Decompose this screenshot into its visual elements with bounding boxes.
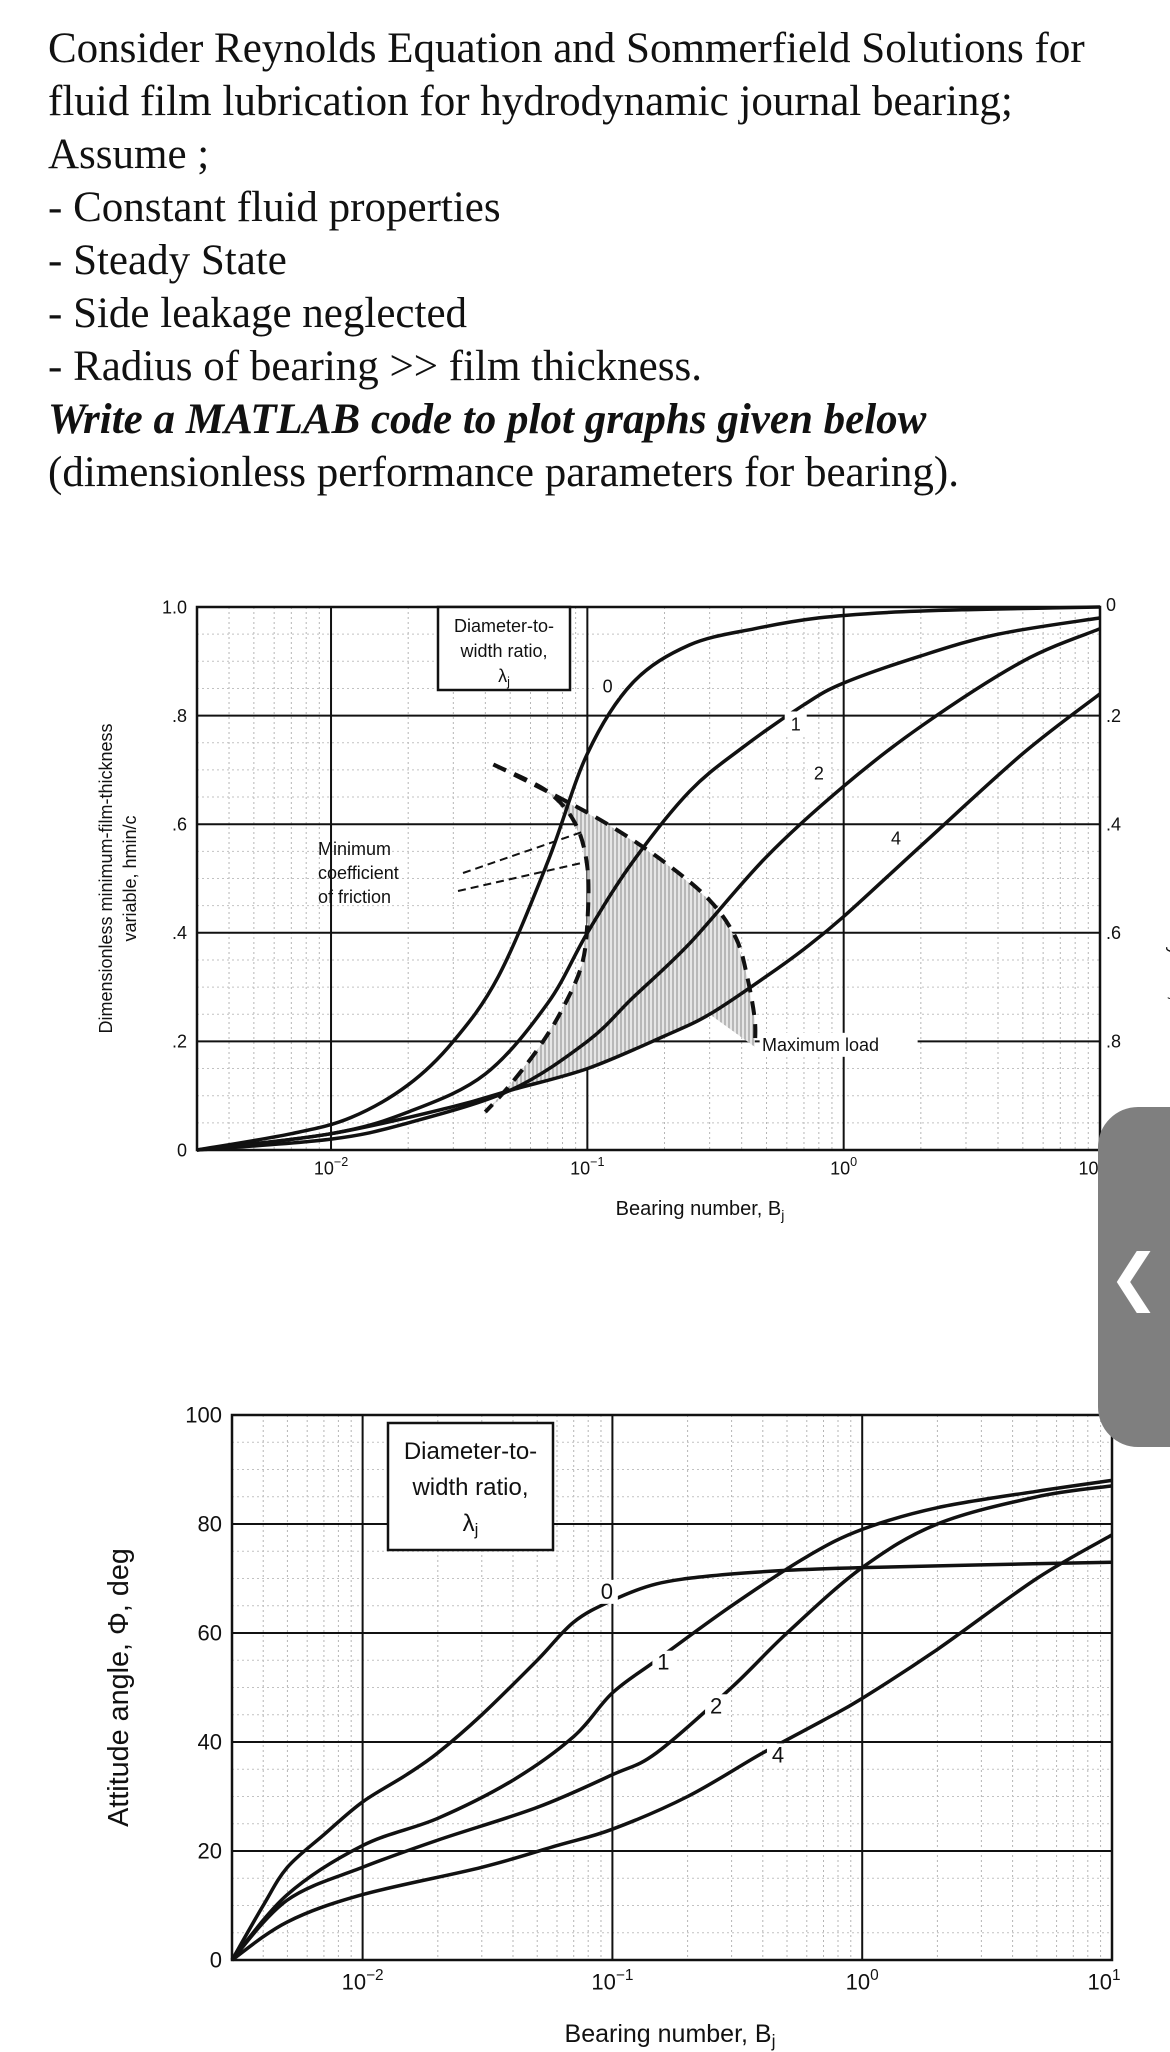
x-tick-label: 101 (1087, 1967, 1120, 1995)
series-label-bg (807, 760, 830, 785)
y-tick-label: .8 (172, 706, 187, 726)
prompt-line: - Side leakage neglected (48, 290, 468, 337)
y-tick-label: 80 (198, 1512, 222, 1537)
legend-title-line: width ratio, (459, 641, 547, 661)
min-friction-label: of friction (318, 887, 391, 907)
series-line-1 (230, 1478, 1113, 1962)
series-label-bg (766, 1743, 789, 1768)
y-tick-label: 60 (198, 1621, 222, 1646)
x-tick-label: 100 (830, 1155, 857, 1178)
series-label-bg (884, 825, 907, 850)
y-tick-label: 100 (185, 1403, 222, 1428)
right-tick-label: .4 (1106, 815, 1121, 835)
right-tick-label: .8 (1106, 1032, 1121, 1052)
plot-frame (230, 1413, 1114, 1962)
legend-symbol: λj (463, 1510, 479, 1539)
plot-frame (195, 605, 1102, 1152)
max-load-boundary (492, 762, 758, 1047)
y-tick-label: 0 (210, 1948, 222, 1973)
prompt-line: - Radius of bearing >> film thickness. (48, 343, 702, 390)
series-line-0 (230, 1560, 1113, 1961)
back-tab[interactable]: ❮ (1098, 1107, 1170, 1447)
min-friction-pointer (462, 831, 582, 874)
y-axis-label: Dimensionless minimum-film-thickness (96, 723, 116, 1033)
y-tick-label: 20 (198, 1839, 222, 1864)
y-tick-label: .4 (172, 923, 187, 943)
right-tick-label: 0 (1106, 595, 1116, 615)
right-axis-label: Dimensionless eccentricity ratio, ε (1166, 743, 1170, 1013)
series-label-4: 4 (891, 828, 901, 848)
prompt-line: - Constant fluid properties (48, 184, 501, 231)
question-text: Consider Reynolds Equation and Sommerfie… (48, 22, 1148, 499)
legend-title-line: width ratio, (411, 1474, 528, 1501)
x-tick-label: 10−2 (342, 1967, 384, 1995)
y-tick-label: 40 (198, 1730, 222, 1755)
film-thickness-chart: 0 1 2 4 Diameter-to-width ratio, λj Minimum coe… (96, 595, 1170, 1223)
series-line-4 (230, 1533, 1113, 1962)
prompt-line: (dimensionless performance parameters fo… (48, 449, 959, 496)
legend-box (436, 605, 572, 692)
series-label-4: 4 (772, 1742, 784, 1767)
min-friction-label: coefficient (318, 863, 399, 883)
task-line: Write a MATLAB code to plot graphs given… (48, 396, 927, 443)
x-axis-label: Bearing number, Bj (616, 1198, 785, 1223)
x-tick-label: 10−1 (570, 1155, 604, 1178)
x-axis-label: Bearing number, Bj (565, 2020, 776, 2051)
prompt-line: Consider Reynolds Equation and Sommerfie… (48, 25, 1085, 72)
series-line-0 (196, 605, 1101, 1152)
y-tick-label: .2 (172, 1032, 187, 1052)
attitude-angle-chart: 0 1 2 4 Diameter-to-width ratio, λj 0 20 40 60 80 1… (103, 1403, 1121, 2051)
series-label-bg (595, 1579, 618, 1604)
x-tick-label: 100 (846, 1967, 879, 1995)
prompt-line: fluid film lubrication for hydrodynamic … (48, 78, 1013, 125)
series-label-bg (596, 673, 619, 698)
prompt-line: - Steady State (48, 237, 287, 284)
series-label-2: 2 (814, 763, 824, 783)
y-tick-label: 0 (177, 1140, 187, 1160)
x-tick-label: 10−2 (314, 1155, 348, 1178)
min-friction-label: Minimum (318, 839, 391, 859)
chevron-left-icon[interactable]: ❮ (1108, 1240, 1160, 1313)
y-axis-label: variable, hmin/c (120, 815, 140, 941)
series-label-0: 0 (603, 676, 613, 696)
legend-title-line: Diameter-to- (404, 1438, 537, 1465)
max-load-label: Maximum load (762, 1035, 879, 1055)
series-line-4 (196, 692, 1102, 1152)
x-tick-label: 10−1 (591, 1967, 633, 1995)
y-tick-label: 1.0 (162, 597, 187, 617)
right-tick-label: .6 (1106, 923, 1121, 943)
series-label-1: 1 (791, 714, 801, 734)
y-axis-label: Attitude angle, Φ, deg (103, 1548, 135, 1827)
series-label-bg (652, 1650, 675, 1675)
max-load-label-bg (759, 1032, 918, 1057)
series-label-bg (784, 711, 807, 736)
series-line-2 (196, 627, 1101, 1152)
series-label-2: 2 (710, 1693, 722, 1718)
min-friction-pointer (457, 861, 586, 892)
series-label-1: 1 (657, 1650, 669, 1675)
legend-box (386, 1421, 555, 1552)
legend-title-line: Diameter-to- (454, 616, 554, 636)
series-label-0: 0 (601, 1579, 613, 1604)
series-line-1 (196, 616, 1101, 1152)
series-label-bg (705, 1694, 728, 1719)
y-tick-label: .6 (172, 815, 187, 835)
series-line-2 (230, 1484, 1113, 1962)
minor-grid (232, 1415, 1112, 1960)
legend-symbol: λj (498, 666, 510, 689)
prompt-line: Assume ; (48, 131, 210, 178)
right-tick-label: .2 (1106, 706, 1121, 726)
optimum-region (485, 764, 755, 1112)
